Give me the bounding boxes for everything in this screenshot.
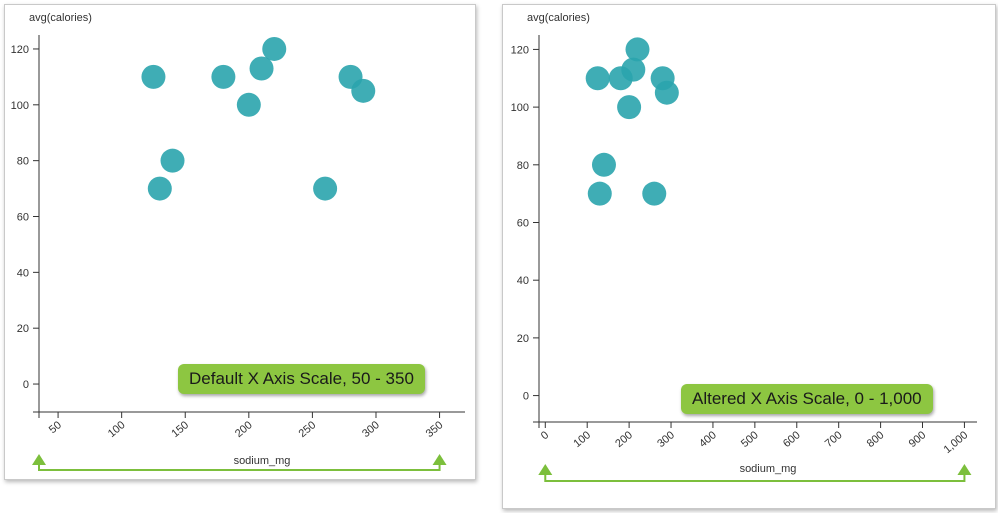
y-tick-label: 80 <box>17 156 29 168</box>
x-tick-label: 700 <box>823 429 845 450</box>
x-tick-label: 100 <box>106 419 128 440</box>
x-tick-label: 0 <box>539 429 551 442</box>
range-arrow-up <box>957 464 972 475</box>
y-axis-label: avg(calories) <box>29 12 92 24</box>
scatter-point <box>654 80 679 105</box>
scatter-point <box>621 57 646 82</box>
x-tick-label: 1,000 <box>942 429 971 456</box>
y-tick-label: 100 <box>511 102 529 114</box>
y-tick-label: 100 <box>11 100 29 112</box>
chart-panel-altered-scale: 0 20 40 60 80 100 120 0 100 200 300 400 500 600 700 800… <box>502 4 996 509</box>
y-tick-label: 20 <box>17 323 29 335</box>
x-tick-label: 600 <box>781 429 803 450</box>
scatter-point <box>313 176 338 201</box>
y-tick-label: 120 <box>511 44 529 56</box>
scatter-point <box>160 148 185 173</box>
x-tick-label: 100 <box>571 429 593 450</box>
range-bracket <box>38 462 441 471</box>
x-tick-label: 150 <box>169 419 191 440</box>
scatter-point <box>236 92 261 117</box>
scatter-point <box>141 64 166 89</box>
x-tick-label: 800 <box>865 429 887 450</box>
scatter-point <box>587 181 612 206</box>
scatter-point <box>617 95 642 120</box>
scatter-chart-default: 0 20 40 60 80 100 120 50 100 150 200 250 300 350 avg(c… <box>11 12 465 471</box>
chart-panel-default-scale: 0 20 40 60 80 100 120 50 100 150 200 250 300 350 avg(c… <box>4 4 476 480</box>
scatter-point <box>211 64 236 89</box>
range-bracket <box>544 472 966 482</box>
x-tick-label: 900 <box>907 429 929 450</box>
y-tick-label: 80 <box>517 160 529 172</box>
scatter-point <box>625 37 650 62</box>
x-tick-label: 300 <box>360 419 382 440</box>
range-arrow-up <box>32 454 46 465</box>
x-tick-label: 200 <box>233 419 255 440</box>
y-tick-label: 60 <box>517 218 529 230</box>
y-tick-label: 120 <box>11 44 29 56</box>
range-arrow-up <box>432 454 447 465</box>
x-tick-label: 50 <box>47 419 64 436</box>
scatter-point <box>642 181 667 206</box>
callout-default-scale: Default X Axis Scale, 50 - 350 <box>178 364 425 394</box>
scatter-point <box>262 36 287 61</box>
x-tick-label: 250 <box>297 419 319 440</box>
y-axis-label: avg(calories) <box>527 12 590 24</box>
x-tick-label: 200 <box>613 429 635 450</box>
x-tick-label: 400 <box>697 429 719 450</box>
scatter-point <box>147 176 172 201</box>
scatter-point <box>591 152 616 177</box>
callout-altered-scale: Altered X Axis Scale, 0 - 1,000 <box>681 384 933 414</box>
y-tick-label: 40 <box>517 275 529 287</box>
scatter-point <box>351 78 376 103</box>
x-tick-label: 300 <box>655 429 677 450</box>
y-tick-label: 0 <box>523 391 529 403</box>
range-arrow-up <box>538 464 553 475</box>
x-tick-label: 500 <box>739 429 761 450</box>
y-tick-label: 60 <box>17 212 29 224</box>
y-tick-label: 40 <box>17 267 29 279</box>
y-tick-label: 20 <box>517 333 529 345</box>
scatter-point <box>585 66 610 91</box>
scatter-chart-altered: 0 20 40 60 80 100 120 0 100 200 300 400 500 600 700 800… <box>511 12 977 482</box>
scatter-point <box>249 56 274 81</box>
x-axis-label: sodium_mg <box>234 455 291 467</box>
x-tick-label: 350 <box>424 419 446 440</box>
y-tick-label: 0 <box>23 379 29 391</box>
x-axis-label: sodium_mg <box>740 463 797 475</box>
